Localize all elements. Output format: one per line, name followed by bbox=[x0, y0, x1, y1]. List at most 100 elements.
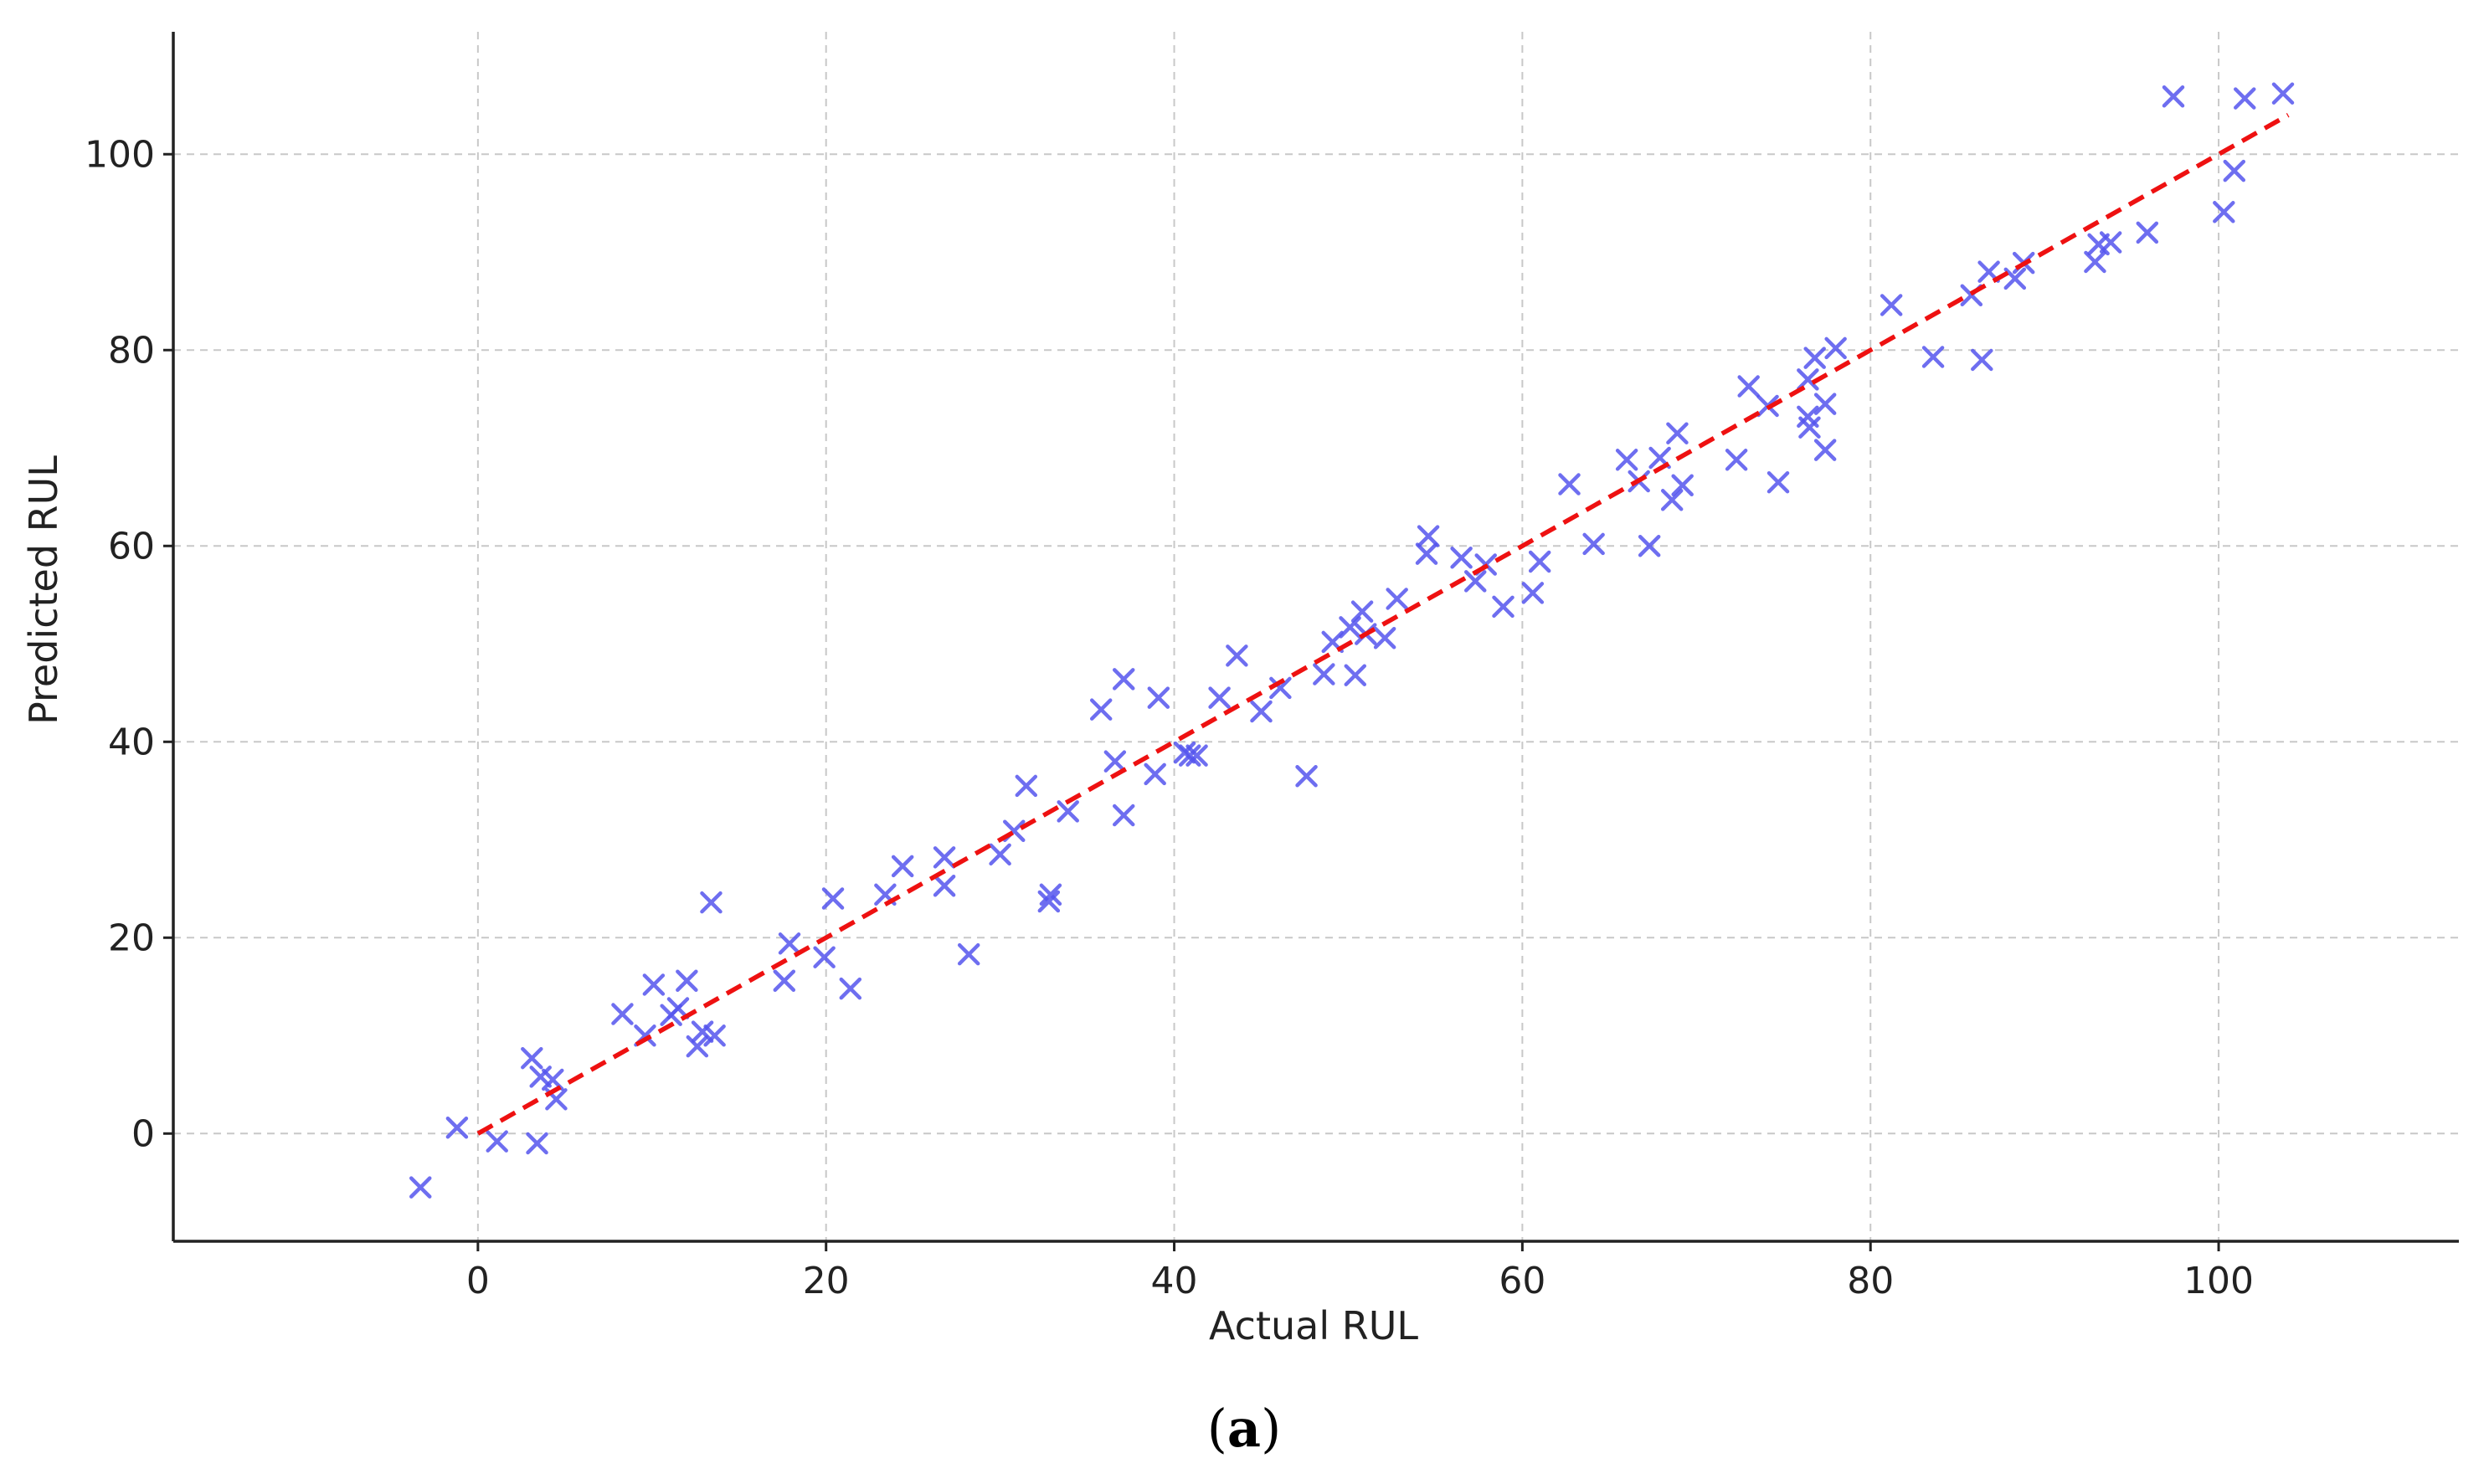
data-point bbox=[676, 969, 698, 993]
data-point bbox=[691, 1020, 714, 1043]
data-point bbox=[821, 887, 845, 910]
data-point bbox=[526, 1132, 548, 1155]
data-point bbox=[2234, 87, 2256, 110]
data-point bbox=[686, 1035, 709, 1058]
data-point bbox=[933, 846, 956, 869]
data-point bbox=[1558, 473, 1581, 496]
data-point bbox=[1666, 422, 1689, 444]
x-tick-label: 20 bbox=[803, 1260, 850, 1302]
data-point bbox=[1208, 686, 1231, 709]
data-point bbox=[1660, 489, 1684, 511]
data-point bbox=[1638, 535, 1661, 557]
data-point bbox=[2084, 250, 2106, 274]
data-point bbox=[989, 843, 1011, 866]
data-point bbox=[1971, 348, 1993, 372]
data-point bbox=[1295, 764, 1318, 788]
caption-letter: a bbox=[1227, 1398, 1261, 1459]
x-tick-label: 60 bbox=[1499, 1260, 1545, 1302]
data-point bbox=[1144, 763, 1166, 786]
grid-lines bbox=[173, 32, 2459, 1241]
caption-open-paren: ( bbox=[1207, 1398, 1227, 1459]
data-point bbox=[773, 969, 796, 993]
y-tick-label: 100 bbox=[85, 133, 155, 176]
data-point bbox=[1057, 800, 1079, 823]
x-tick-label: 80 bbox=[1847, 1260, 1894, 1302]
data-point bbox=[1313, 663, 1335, 686]
data-point bbox=[1766, 470, 1790, 494]
data-point bbox=[1880, 294, 1903, 316]
data-point bbox=[1112, 804, 1135, 827]
data-point bbox=[1386, 588, 1408, 610]
data-point bbox=[486, 1130, 508, 1153]
data-point bbox=[2223, 159, 2246, 182]
fit-line bbox=[476, 113, 2290, 1136]
data-point bbox=[1185, 744, 1208, 767]
data-point bbox=[1797, 368, 1819, 391]
data-point bbox=[1582, 532, 1605, 556]
data-point bbox=[1492, 595, 1514, 619]
data-point bbox=[1350, 600, 1374, 623]
data-point bbox=[813, 946, 836, 968]
data-point bbox=[1147, 686, 1170, 709]
data-point bbox=[529, 1066, 552, 1088]
y-tick-label: 20 bbox=[108, 917, 155, 959]
data-point bbox=[1039, 883, 1062, 906]
data-point bbox=[1737, 375, 1760, 398]
data-point bbox=[521, 1046, 543, 1070]
data-point bbox=[1528, 550, 1551, 573]
data-point bbox=[1103, 750, 1127, 773]
data-point bbox=[2162, 85, 2185, 108]
y-axis-title: Predicted RUL bbox=[21, 455, 66, 725]
data-point bbox=[1803, 347, 1826, 369]
x-tick-label: 100 bbox=[2183, 1260, 2254, 1302]
x-tick-label: 0 bbox=[466, 1260, 490, 1302]
x-tick-label: 40 bbox=[1151, 1260, 1198, 1302]
data-point bbox=[1671, 474, 1694, 496]
data-point bbox=[1798, 416, 1821, 439]
data-point bbox=[1450, 547, 1473, 569]
data-point bbox=[1725, 449, 1748, 471]
data-point bbox=[2213, 201, 2235, 223]
data-point bbox=[2003, 267, 2027, 290]
fit-line-group bbox=[476, 113, 2290, 1136]
data-point bbox=[1112, 668, 1135, 691]
data-point bbox=[933, 875, 956, 897]
data-point bbox=[1015, 774, 1038, 798]
data-point bbox=[778, 932, 801, 955]
y-tick-label: 60 bbox=[108, 525, 155, 567]
data-points bbox=[409, 82, 2295, 1199]
data-point bbox=[1373, 627, 1396, 650]
y-tick-label: 40 bbox=[108, 721, 155, 763]
data-point bbox=[642, 973, 666, 996]
tick-labels: 0 20 40 60 80 100 0 20 40 60 80 100 bbox=[85, 133, 2254, 1302]
data-point bbox=[839, 977, 862, 1000]
data-point bbox=[2136, 221, 2159, 244]
data-point bbox=[1521, 582, 1545, 604]
data-point bbox=[703, 1024, 726, 1047]
data-point bbox=[666, 997, 690, 1019]
data-point bbox=[2099, 231, 2122, 254]
axes bbox=[172, 32, 2459, 1243]
data-point bbox=[1417, 525, 1440, 547]
data-point bbox=[611, 1003, 634, 1025]
data-point bbox=[1269, 676, 1292, 700]
y-tick-label: 0 bbox=[131, 1112, 155, 1155]
data-point bbox=[891, 855, 914, 878]
data-point bbox=[2271, 82, 2295, 105]
data-point bbox=[1226, 644, 1248, 667]
data-point bbox=[1415, 542, 1438, 565]
data-point bbox=[1339, 616, 1361, 639]
data-point bbox=[409, 1176, 432, 1199]
x-axis-title: Actual RUL bbox=[1209, 1303, 1418, 1348]
data-point bbox=[445, 1117, 469, 1139]
data-point bbox=[1250, 700, 1273, 723]
data-point bbox=[1179, 744, 1201, 767]
data-point bbox=[1824, 336, 1847, 360]
figure-caption: (a) bbox=[1207, 1398, 1282, 1459]
data-point bbox=[1813, 393, 1837, 415]
data-point bbox=[1813, 439, 1837, 461]
caption-close-paren: ) bbox=[1261, 1398, 1281, 1459]
data-point bbox=[957, 942, 980, 966]
data-point bbox=[1344, 664, 1367, 686]
